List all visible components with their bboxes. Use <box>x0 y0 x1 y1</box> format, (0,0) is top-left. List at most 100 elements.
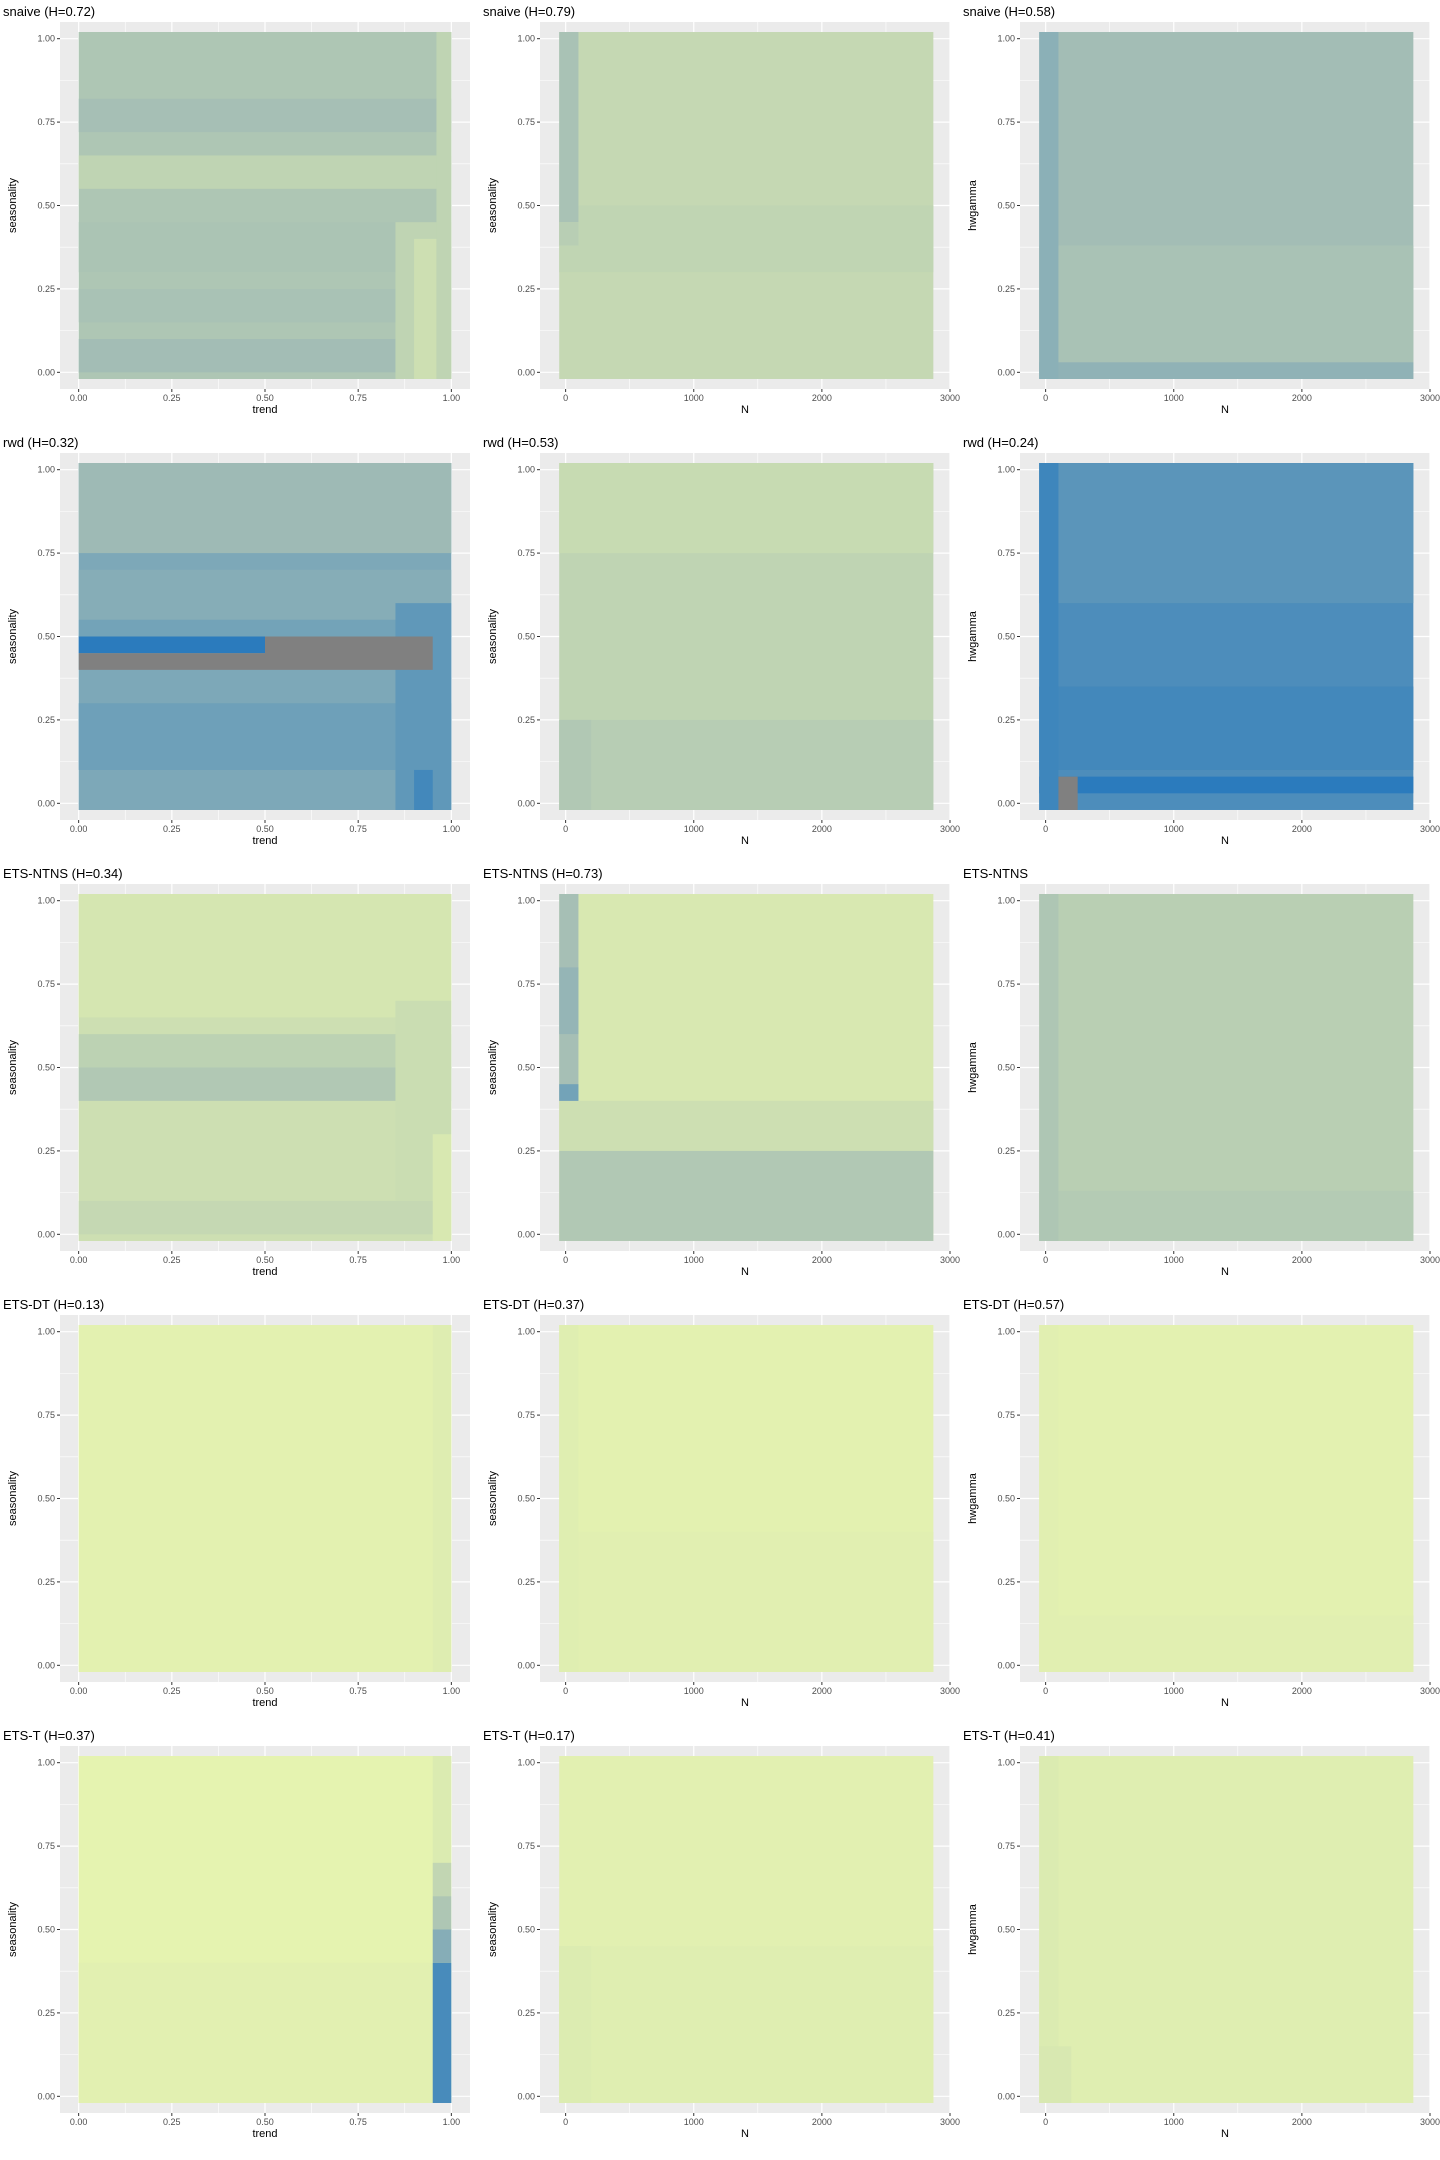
y-tick-label: 0.75 <box>517 117 535 127</box>
heatmap-svg: 0 1000 2000 3000 0.00 0.25 0.50 0.75 1.00 Nseason… <box>487 453 960 847</box>
heat-cell-band <box>1039 776 1414 794</box>
y-tick-label: 0.75 <box>37 1410 55 1420</box>
heat-cell-band <box>1039 245 1414 373</box>
x-tick-label: 0 <box>1043 1686 1048 1696</box>
y-tick-label: 0.50 <box>997 632 1015 642</box>
x-tick-label: 1000 <box>1164 1686 1184 1696</box>
y-tick-label: 0.75 <box>517 979 535 989</box>
y-axis-label: seasonality <box>7 177 19 233</box>
heatmap-panel: ETS-T (H=0.17) 0 1000 2000 3000 0.00 0.25 0.50 0… <box>480 1724 960 2155</box>
x-axis-label: N <box>741 1697 749 1709</box>
x-tick-label: 3000 <box>1420 393 1440 403</box>
heatmap-panel: ETS-NTNS 0 1000 2000 3000 0.00 0.25 0.50 0.75 1.0… <box>960 862 1440 1293</box>
x-tick-label: 1.00 <box>443 2117 461 2127</box>
y-tick-label: 1.00 <box>37 896 55 906</box>
heatmap-svg: 0 1000 2000 3000 0.00 0.25 0.50 0.75 1.00 Nhwgamm… <box>967 884 1440 1278</box>
y-tick-label: 0.25 <box>517 1146 535 1156</box>
heat-cell-base <box>1039 894 1414 1241</box>
chart-title: rwd (H=0.24) <box>963 435 1039 450</box>
heat-cell-band <box>78 222 452 273</box>
x-tick-label: 2000 <box>812 824 832 834</box>
heat-cell <box>1039 1325 1059 1672</box>
heat-tiles <box>1039 463 1414 810</box>
x-tick-label: 2000 <box>1292 1255 1312 1265</box>
x-tick-label: 0 <box>563 1255 568 1265</box>
heat-cell-band <box>1039 686 1414 770</box>
heat-cell-band <box>78 1962 452 2103</box>
heat-cell <box>559 967 579 1035</box>
x-tick-label: 1000 <box>684 1686 704 1696</box>
x-tick-label: 2000 <box>812 2117 832 2127</box>
y-axis-label: hwgamma <box>967 179 979 231</box>
x-tick-label: 3000 <box>940 2117 960 2127</box>
y-tick-label: 0.00 <box>997 798 1015 808</box>
axes: 0.00 0.25 0.50 0.75 1.00 0.00 0.25 0.50 0.75 1.00 <box>37 34 460 403</box>
x-tick-label: 1.00 <box>443 1255 461 1265</box>
y-tick-label: 1.00 <box>37 34 55 44</box>
heat-cell-band <box>559 1531 934 1672</box>
y-axis-label: seasonality <box>487 177 499 233</box>
x-axis-label: trend <box>252 1697 277 1709</box>
heatmap-panel: rwd (H=0.53) 0 1000 2000 3000 0.00 0.25 0.50 0.7… <box>480 431 960 862</box>
x-tick-label: 0.75 <box>349 393 367 403</box>
heat-cell-band <box>559 719 934 810</box>
heat-cell-base <box>78 1325 452 1672</box>
y-axis-label: hwgamma <box>967 1903 979 1955</box>
y-tick-label: 1.00 <box>517 1758 535 1768</box>
heat-cell-base <box>78 32 452 379</box>
y-tick-label: 1.00 <box>997 1758 1015 1768</box>
heat-cell <box>559 719 592 810</box>
y-axis-label: hwgamma <box>967 610 979 662</box>
x-tick-label: 2000 <box>1292 824 1312 834</box>
x-tick-label: 1000 <box>684 2117 704 2127</box>
y-tick-label: 0.50 <box>37 1063 55 1073</box>
heat-tiles <box>1039 1756 1414 2103</box>
x-tick-label: 2000 <box>1292 393 1312 403</box>
heat-tiles <box>78 32 452 379</box>
x-tick-label: 0 <box>1043 2117 1048 2127</box>
heat-cell-band <box>78 1067 452 1101</box>
y-tick-label: 0.00 <box>37 798 55 808</box>
heat-cell <box>559 1946 592 2103</box>
heat-cell-band <box>78 98 452 133</box>
x-tick-label: 0.75 <box>349 824 367 834</box>
x-tick-label: 0.50 <box>256 393 274 403</box>
x-tick-label: 0.25 <box>163 393 181 403</box>
x-tick-label: 0.75 <box>349 2117 367 2127</box>
x-tick-label: 1.00 <box>443 1686 461 1696</box>
y-tick-label: 1.00 <box>37 1758 55 1768</box>
y-tick-label: 1.00 <box>517 1327 535 1337</box>
x-tick-label: 0 <box>563 2117 568 2127</box>
x-tick-label: 3000 <box>1420 2117 1440 2127</box>
chart-title: ETS-DT (H=0.37) <box>483 1297 585 1312</box>
chart-title: rwd (H=0.32) <box>3 435 79 450</box>
heat-cell <box>432 1134 452 1241</box>
x-tick-label: 1000 <box>684 1255 704 1265</box>
heat-cell-band <box>78 619 452 637</box>
heatmap-panel: ETS-T (H=0.37) 0.00 0.25 0.50 0.75 1.00 0.00 0.… <box>0 1724 480 2155</box>
x-tick-label: 3000 <box>940 1686 960 1696</box>
heatmap-svg: 0 1000 2000 3000 0.00 0.25 0.50 0.75 1.00 Nseason… <box>487 22 960 416</box>
y-tick-label: 0.00 <box>517 1660 535 1670</box>
heat-cell-band <box>559 205 934 273</box>
heat-cell <box>559 1084 579 1101</box>
x-tick-label: 0.50 <box>256 1255 274 1265</box>
x-tick-label: 0.25 <box>163 2117 181 2127</box>
x-tick-label: 1.00 <box>443 824 461 834</box>
heat-cell-band <box>1039 362 1414 379</box>
y-axis-label: seasonality <box>487 1470 499 1526</box>
x-axis-label: N <box>1221 835 1229 847</box>
x-tick-label: 0 <box>1043 1255 1048 1265</box>
y-axis-label: seasonality <box>7 1901 19 1957</box>
y-tick-label: 0.25 <box>37 715 55 725</box>
y-tick-label: 0.00 <box>37 367 55 377</box>
axes: 0.00 0.25 0.50 0.75 1.00 0.00 0.25 0.50 0.75 1.00 <box>37 896 460 1265</box>
x-tick-label: 0.00 <box>70 1686 88 1696</box>
x-axis-label: N <box>741 2128 749 2140</box>
x-tick-label: 0.50 <box>256 2117 274 2127</box>
y-tick-label: 1.00 <box>997 465 1015 475</box>
heat-cell-band <box>78 703 452 770</box>
x-tick-label: 0.50 <box>256 824 274 834</box>
heatmap-svg: 0 1000 2000 3000 0.00 0.25 0.50 0.75 1.00 Nhwgamm… <box>967 453 1440 847</box>
